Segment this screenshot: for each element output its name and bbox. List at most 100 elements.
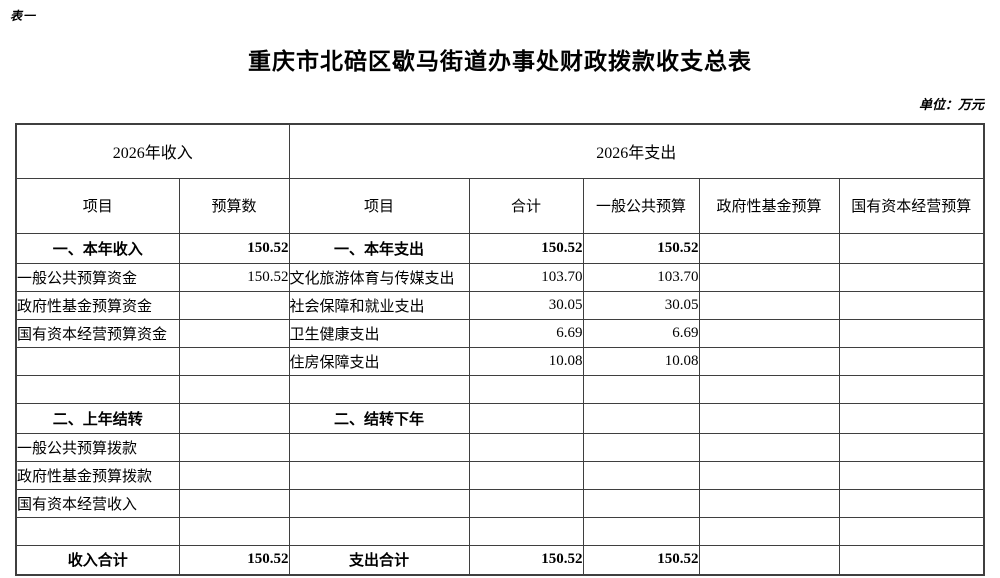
income-item-cell: 一、本年收入 xyxy=(15,232,180,264)
page-title: 重庆市北碚区歇马街道办事处财政拨款收支总表 xyxy=(248,49,752,74)
general-public-budget-cell: 30.05 xyxy=(582,290,700,320)
state-capital-budget-cell xyxy=(838,544,985,576)
expense-item-cell xyxy=(288,432,470,462)
table-row: 国有资本经营预算资金 卫生健康支出 6.69 6.69 xyxy=(15,318,985,348)
column-header-income-budget: 预算数 xyxy=(178,177,290,234)
table-row: 一般公共预算资金 150.52 文化旅游体育与传媒支出 103.70 103.70 xyxy=(15,262,985,292)
income-budget-cell xyxy=(178,516,290,546)
table-row: 收入合计 150.52 支出合计 150.52 150.52 xyxy=(15,544,985,576)
income-item-cell: 政府性基金预算拨款 xyxy=(15,460,180,490)
general-public-budget-cell xyxy=(582,488,700,518)
general-public-budget-cell: 150.52 xyxy=(582,232,700,264)
income-budget-cell xyxy=(178,374,290,404)
table-body: 一、本年收入 150.52 一、本年支出 150.52 150.52 一般公共预算资金 15… xyxy=(15,232,985,576)
income-budget-cell xyxy=(178,402,290,434)
general-public-budget-cell xyxy=(582,432,700,462)
gov-fund-budget-cell xyxy=(698,544,840,576)
income-item-cell xyxy=(15,516,180,546)
income-section-header: 2026年收入 xyxy=(15,123,290,179)
expense-item-cell: 支出合计 xyxy=(288,544,470,576)
gov-fund-budget-cell xyxy=(698,262,840,292)
general-public-budget-cell xyxy=(582,374,700,404)
income-item-cell: 一般公共预算拨款 xyxy=(15,432,180,462)
gov-fund-budget-cell xyxy=(698,460,840,490)
table-row: 一般公共预算拨款 xyxy=(15,432,985,462)
table-row xyxy=(15,374,985,404)
gov-fund-budget-cell xyxy=(698,290,840,320)
state-capital-budget-cell xyxy=(838,262,985,292)
general-public-budget-cell xyxy=(582,516,700,546)
expense-item-cell: 卫生健康支出 xyxy=(288,318,470,348)
income-budget-cell xyxy=(178,290,290,320)
expense-total-cell: 103.70 xyxy=(468,262,584,292)
gov-fund-budget-cell xyxy=(698,318,840,348)
table-row: 住房保障支出 10.08 10.08 xyxy=(15,346,985,376)
general-public-budget-cell xyxy=(582,402,700,434)
expense-total-cell xyxy=(468,374,584,404)
income-item-cell xyxy=(15,346,180,376)
column-header-row: 项目 预算数 项目 合计 一般公共预算 政府性基金预算 国有资本经营预算 xyxy=(15,177,985,234)
table-row: 一、本年收入 150.52 一、本年支出 150.52 150.52 xyxy=(15,232,985,264)
state-capital-budget-cell xyxy=(838,402,985,434)
table-row: 政府性基金预算资金 社会保障和就业支出 30.05 30.05 xyxy=(15,290,985,320)
state-capital-budget-cell xyxy=(838,290,985,320)
expense-total-cell xyxy=(468,432,584,462)
column-header-expense-item: 项目 xyxy=(288,177,470,234)
expense-item-cell: 二、结转下年 xyxy=(288,402,470,434)
income-budget-cell: 150.52 xyxy=(178,262,290,292)
income-item-cell: 国有资本经营预算资金 xyxy=(15,318,180,348)
state-capital-budget-cell xyxy=(838,374,985,404)
state-capital-budget-cell xyxy=(838,516,985,546)
gov-fund-budget-cell xyxy=(698,516,840,546)
state-capital-budget-cell xyxy=(838,318,985,348)
section-header-row: 2026年收入 2026年支出 xyxy=(15,123,985,179)
expense-section-header: 2026年支出 xyxy=(288,123,985,179)
table-row: 政府性基金预算拨款 xyxy=(15,460,985,490)
expense-total-cell xyxy=(468,488,584,518)
column-header-general-public-budget: 一般公共预算 xyxy=(582,177,700,234)
income-item-cell xyxy=(15,374,180,404)
table-label: 表一 xyxy=(10,9,37,23)
gov-fund-budget-cell xyxy=(698,488,840,518)
general-public-budget-cell xyxy=(582,460,700,490)
expense-item-cell: 一、本年支出 xyxy=(288,232,470,264)
column-header-state-capital-budget: 国有资本经营预算 xyxy=(838,177,985,234)
expense-total-cell: 30.05 xyxy=(468,290,584,320)
expense-item-cell xyxy=(288,516,470,546)
general-public-budget-cell: 10.08 xyxy=(582,346,700,376)
income-item-cell: 政府性基金预算资金 xyxy=(15,290,180,320)
expense-total-cell xyxy=(468,460,584,490)
expense-item-cell: 社会保障和就业支出 xyxy=(288,290,470,320)
state-capital-budget-cell xyxy=(838,488,985,518)
column-header-total: 合计 xyxy=(468,177,584,234)
income-budget-cell xyxy=(178,488,290,518)
expense-item-cell xyxy=(288,488,470,518)
expense-total-cell: 150.52 xyxy=(468,544,584,576)
expense-total-cell: 6.69 xyxy=(468,318,584,348)
expense-total-cell xyxy=(468,516,584,546)
expense-total-cell: 10.08 xyxy=(468,346,584,376)
gov-fund-budget-cell xyxy=(698,402,840,434)
expense-item-cell xyxy=(288,374,470,404)
gov-fund-budget-cell xyxy=(698,374,840,404)
general-public-budget-cell: 150.52 xyxy=(582,544,700,576)
income-budget-cell xyxy=(178,346,290,376)
income-budget-cell xyxy=(178,318,290,348)
income-item-cell: 收入合计 xyxy=(15,544,180,576)
expense-total-cell xyxy=(468,402,584,434)
state-capital-budget-cell xyxy=(838,346,985,376)
income-budget-cell xyxy=(178,460,290,490)
expense-item-cell: 文化旅游体育与传媒支出 xyxy=(288,262,470,292)
income-budget-cell xyxy=(178,432,290,462)
gov-fund-budget-cell xyxy=(698,432,840,462)
income-item-cell: 一般公共预算资金 xyxy=(15,262,180,292)
general-public-budget-cell: 6.69 xyxy=(582,318,700,348)
expense-item-cell: 住房保障支出 xyxy=(288,346,470,376)
budget-summary-table: 2026年收入 2026年支出 项目 预算数 项目 合计 一般公共预算 政府性基… xyxy=(15,123,986,576)
table-header: 2026年收入 2026年支出 项目 预算数 项目 合计 一般公共预算 政府性基… xyxy=(15,123,985,234)
state-capital-budget-cell xyxy=(838,432,985,462)
income-budget-cell: 150.52 xyxy=(178,232,290,264)
table-row: 国有资本经营收入 xyxy=(15,488,985,518)
state-capital-budget-cell xyxy=(838,460,985,490)
